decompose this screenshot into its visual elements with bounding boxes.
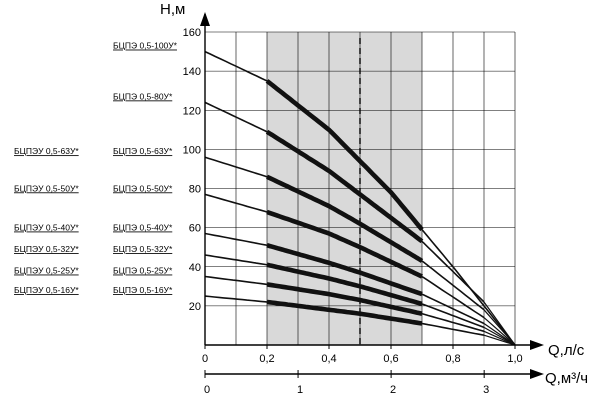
y-tick-label: 60	[189, 223, 201, 235]
curve-7-tail	[483, 330, 516, 346]
y-tick-label: 140	[183, 66, 201, 78]
curve-7-working	[266, 282, 423, 316]
series-label-left: БЦПЭУ 0,5-25У*	[14, 266, 79, 276]
y-tick-label: 160	[183, 27, 201, 39]
y-axis-title: H,м	[160, 1, 185, 18]
x2-axis-title: Q,м³/ч	[545, 370, 588, 387]
x-axis-arrow	[530, 340, 544, 350]
curve-8-working	[266, 299, 423, 326]
series-label: БЦПЭ 0,5-32У*	[113, 244, 173, 254]
curve-6-working	[266, 262, 423, 307]
x2-tick-label: 0	[204, 384, 210, 396]
curve-3-tail	[483, 309, 516, 346]
series-label: БЦПЭ 0,5-16У*	[113, 285, 173, 295]
series-label-left: БЦПЭУ 0,5-32У*	[14, 244, 79, 254]
x-tick-label: 0,8	[445, 353, 460, 365]
series-label: БЦПЭ 0,5-25У*	[113, 266, 173, 276]
y-tick-label: 80	[189, 184, 201, 196]
curve-5-working	[266, 243, 423, 297]
series-label-left: БЦПЭУ 0,5-40У*	[14, 222, 79, 232]
curve-2-working	[265, 129, 424, 244]
x-tick-label: 0,6	[383, 353, 398, 365]
series-label-left: БЦПЭУ 0,5-63У*	[14, 146, 79, 156]
x2-tick-label: 3	[483, 384, 489, 396]
y-tick-label: 40	[189, 262, 201, 274]
curve-8-tail	[483, 334, 516, 346]
y-tick-label: 120	[183, 105, 201, 117]
series-label-left: БЦПЭУ 0,5-50У*	[14, 183, 79, 193]
x2-axis-arrow	[530, 369, 544, 379]
series-label: БЦПЭ 0,5-50У*	[113, 183, 173, 193]
series-label: БЦПЭ 0,5-100У*	[113, 41, 178, 51]
x2-tick-label: 2	[390, 384, 396, 396]
series-label: БЦПЭ 0,5-80У*	[113, 91, 173, 101]
curve-4-tail	[483, 317, 516, 346]
x-tick-label: 0,2	[259, 353, 274, 365]
x-tick-label: 0	[202, 353, 208, 365]
series-label-left: БЦПЭУ 0,5-16У*	[14, 285, 79, 295]
curve-4-working	[266, 209, 423, 279]
series-label: БЦПЭ 0,5-40У*	[113, 222, 173, 232]
curve-1-working	[265, 79, 424, 232]
x2-tick-label: 1	[297, 384, 303, 396]
y-tick-label: 20	[189, 301, 201, 313]
y-tick-label: 100	[183, 144, 201, 156]
x-tick-label: 0,4	[321, 353, 336, 365]
y-axis-arrow	[200, 12, 210, 26]
series-label: БЦПЭ 0,5-63У*	[113, 146, 173, 156]
curve-3-working	[266, 174, 424, 263]
x-tick-label: 1,0	[507, 353, 522, 365]
curve-2-tail	[483, 301, 516, 346]
x-axis-title: Q,л/с	[548, 342, 585, 359]
